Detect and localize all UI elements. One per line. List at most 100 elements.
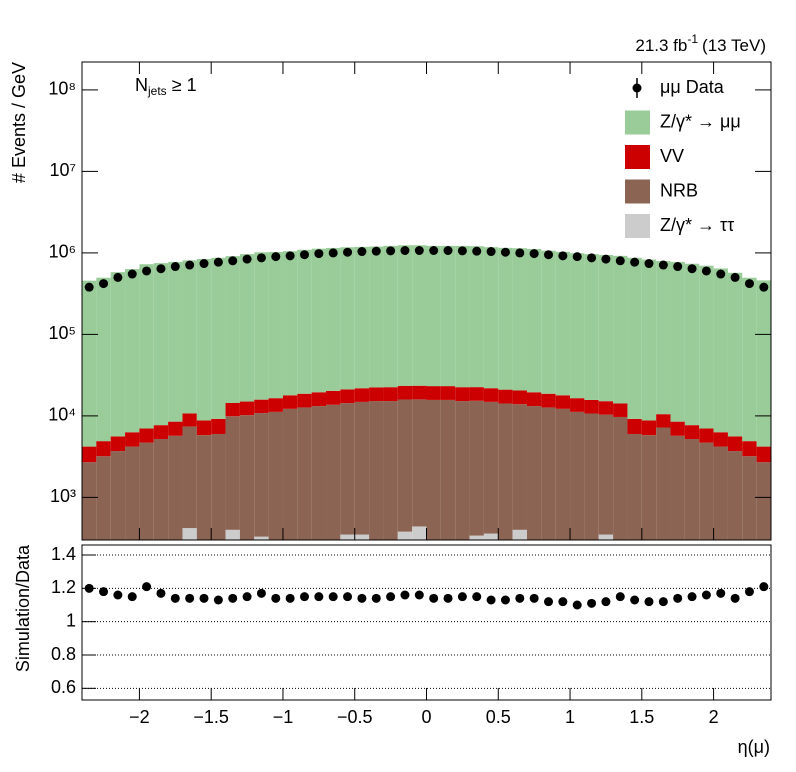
stack-bar: [354, 246, 370, 389]
data-point: [328, 248, 338, 258]
data-point: [443, 246, 453, 256]
stack-bar: [82, 462, 97, 540]
stack-bar: [498, 403, 513, 540]
x-tick-label: 0: [421, 707, 431, 727]
stack-bar: [354, 534, 370, 540]
lumi-energy: (13 TeV): [702, 36, 766, 55]
stack-bar: [211, 433, 226, 540]
stack-bar: [326, 390, 341, 405]
ratio-point: [515, 593, 525, 603]
ratio-point: [314, 592, 324, 602]
stack-bar: [742, 277, 757, 442]
data-point: [113, 272, 123, 282]
ratio-y-axis-title: Simulation/Data: [13, 544, 33, 672]
ratio-point: [414, 590, 424, 600]
stack-bar: [483, 388, 499, 402]
ratio-point: [256, 588, 266, 598]
ratio-point: [328, 592, 338, 602]
stack-bar: [426, 399, 441, 540]
ratio-point: [658, 597, 668, 607]
stack-bar: [297, 249, 312, 394]
stack-bar: [541, 250, 556, 394]
stack-bar: [139, 428, 154, 443]
ratio-point: [185, 593, 195, 603]
stack-bar: [82, 280, 97, 447]
stack-bar: [225, 256, 240, 403]
x-tick-label: 0.5: [486, 707, 511, 727]
stack-bar: [469, 387, 484, 401]
stack-bar: [369, 387, 384, 402]
y-axis-title: # Events / GeV: [9, 62, 29, 183]
stack-bar: [182, 260, 197, 414]
stack-bar: [498, 247, 513, 390]
data-point: [256, 253, 266, 263]
stack-bar: [340, 247, 355, 390]
stack-bar: [684, 425, 700, 440]
lumi: 21.3 fb-1 (13 TeV): [635, 32, 766, 55]
stack-bar: [670, 421, 685, 436]
ratio-point: [99, 587, 109, 597]
data-point: [213, 257, 223, 267]
data-point: [615, 256, 625, 266]
stack-bar: [641, 259, 657, 421]
ratio-point: [285, 593, 295, 603]
stack-bar: [756, 280, 771, 447]
ratio-point: [271, 593, 281, 603]
stack-bar: [627, 418, 642, 434]
stack-bar: [512, 248, 527, 391]
ratio-point: [242, 592, 252, 602]
stack-bar: [756, 446, 771, 463]
ratio-point: [299, 592, 309, 602]
legend-label: NRB: [660, 180, 698, 200]
stack-bar: [125, 446, 140, 540]
stack-bar: [282, 408, 298, 540]
stack-bar: [397, 399, 413, 532]
ratio-point: [486, 595, 496, 605]
stack-bar: [326, 247, 341, 391]
x-axis-title: η(μ): [738, 737, 770, 757]
stack-bar: [354, 401, 370, 535]
y-tick-label: 10⁶: [49, 242, 76, 262]
stack-bar: [469, 535, 484, 540]
stack-bar: [282, 251, 298, 396]
data-point: [601, 254, 611, 264]
stack-bar: [627, 433, 642, 540]
stack-bar: [570, 253, 585, 399]
data-point: [414, 246, 424, 256]
stack-bar: [297, 407, 312, 540]
stack-bar: [326, 404, 341, 540]
legend-label: Z/γ* → μμ: [660, 111, 741, 131]
ratio-point: [615, 592, 625, 602]
ratio-point: [630, 595, 640, 605]
data-point: [687, 264, 697, 274]
annotation-base: N: [135, 75, 148, 95]
stack-bar: [627, 257, 642, 419]
x-tick-label: 2: [709, 707, 719, 727]
stack-bar: [512, 390, 527, 405]
y-tick-label: 1.2: [51, 577, 76, 597]
ratio-point: [544, 597, 554, 607]
stack-bar: [369, 401, 384, 540]
y-tick-label: 10⁸: [48, 79, 76, 99]
legend-swatch: [625, 110, 650, 135]
stack-bar: [397, 385, 413, 400]
legend-label: Z/γ* → ττ: [660, 215, 734, 235]
data-point: [285, 251, 295, 261]
stack-bar: [656, 261, 671, 415]
legend-label: VV: [660, 146, 684, 166]
ratio-point: [500, 595, 510, 605]
ratio-point: [744, 587, 754, 597]
stack-bar: [168, 261, 183, 422]
stack-bar: [699, 428, 714, 443]
stack-bar: [469, 246, 484, 388]
data-point: [299, 250, 309, 260]
data-point: [185, 260, 195, 270]
stack-bar: [455, 387, 470, 402]
stack-bar: [125, 432, 140, 447]
data-point: [744, 279, 754, 289]
stack-bar: [139, 264, 154, 429]
stack-bar: [455, 245, 470, 388]
data-point: [644, 259, 654, 269]
stack-bar: [512, 529, 527, 540]
